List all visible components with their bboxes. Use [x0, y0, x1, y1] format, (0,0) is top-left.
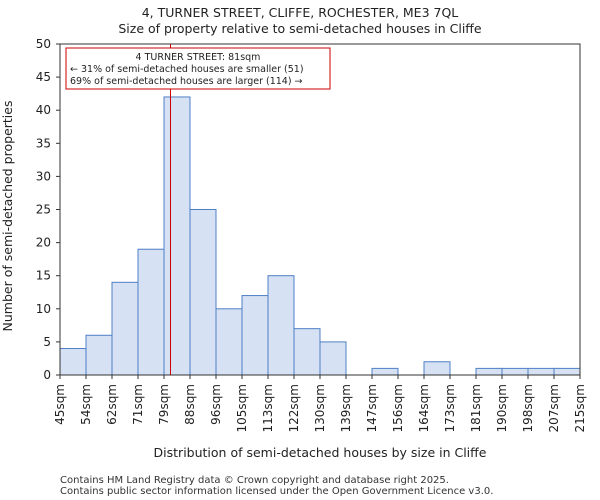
x-tick-label: 156sqm [391, 384, 405, 432]
x-tick-label: 164sqm [417, 384, 431, 432]
x-tick-label: 122sqm [287, 384, 301, 432]
histogram-bar [85, 334, 113, 376]
histogram-bar [189, 209, 217, 376]
x-tick-label: 79sqm [157, 384, 171, 425]
y-tick-label: 45 [36, 70, 51, 84]
histogram-bar [267, 275, 295, 376]
footer-line-2: Contains public sector information licen… [60, 486, 493, 497]
chart-subtitle: Size of property relative to semi-detach… [118, 21, 482, 36]
histogram-bar [371, 367, 399, 376]
y-tick-label: 20 [36, 236, 51, 250]
x-tick-label: 139sqm [339, 384, 353, 432]
y-tick-label: 25 [36, 203, 51, 217]
histogram-bar [163, 96, 191, 376]
y-tick-label: 30 [36, 169, 51, 183]
histogram-bar [215, 308, 243, 376]
histogram-bar [319, 341, 347, 376]
x-tick-label: 71sqm [131, 384, 145, 425]
x-tick-label: 45sqm [53, 384, 67, 425]
histogram-bar [241, 295, 269, 376]
x-tick-label: 113sqm [261, 384, 275, 432]
annotation-box: 4 TURNER STREET: 81sqm ← 31% of semi-det… [65, 47, 331, 90]
x-tick-label: 215sqm [573, 384, 587, 432]
x-tick-label: 181sqm [469, 384, 483, 432]
histogram-bar [553, 367, 581, 376]
annotation-line-3: 69% of semi-detached houses are larger (… [70, 76, 303, 87]
histogram-bar [293, 328, 321, 376]
y-tick-label: 50 [36, 37, 51, 51]
annotation-line-1: 4 TURNER STREET: 81sqm [136, 52, 261, 63]
chart-title: 4, TURNER STREET, CLIFFE, ROCHESTER, ME3… [142, 5, 459, 20]
x-tick-label: 105sqm [235, 384, 249, 432]
y-tick-label: 0 [43, 368, 51, 382]
y-tick-label: 15 [36, 269, 51, 283]
histogram-bar [501, 367, 529, 376]
y-tick-label: 5 [43, 335, 51, 349]
x-tick-label: 88sqm [183, 384, 197, 425]
annotation-line-2: ← 31% of semi-detached houses are smalle… [70, 64, 304, 75]
x-axis-label: Distribution of semi-detached houses by … [154, 445, 487, 460]
y-tick-label: 40 [36, 103, 51, 117]
x-tick-label: 207sqm [547, 384, 561, 432]
y-tick-label: 35 [36, 136, 51, 150]
x-tick-label: 173sqm [443, 384, 457, 432]
histogram-bar [137, 248, 165, 376]
histogram-bar [475, 367, 503, 376]
x-tick-label: 147sqm [365, 384, 379, 432]
histogram-bar [527, 367, 555, 376]
y-tick-label: 10 [36, 302, 51, 316]
x-tick-label: 130sqm [313, 384, 327, 432]
x-tick-label: 62sqm [105, 384, 119, 425]
footer-line-1: Contains HM Land Registry data © Crown c… [60, 475, 449, 486]
histogram-bar [423, 361, 451, 376]
x-tick-label: 96sqm [209, 384, 223, 425]
histogram-bar [59, 348, 87, 376]
x-tick-label: 54sqm [79, 384, 93, 425]
histogram-bar [111, 281, 139, 376]
x-tick-label: 198sqm [521, 384, 535, 432]
x-tick-label: 190sqm [495, 384, 509, 432]
y-axis-label: Number of semi-detached properties [0, 101, 15, 332]
